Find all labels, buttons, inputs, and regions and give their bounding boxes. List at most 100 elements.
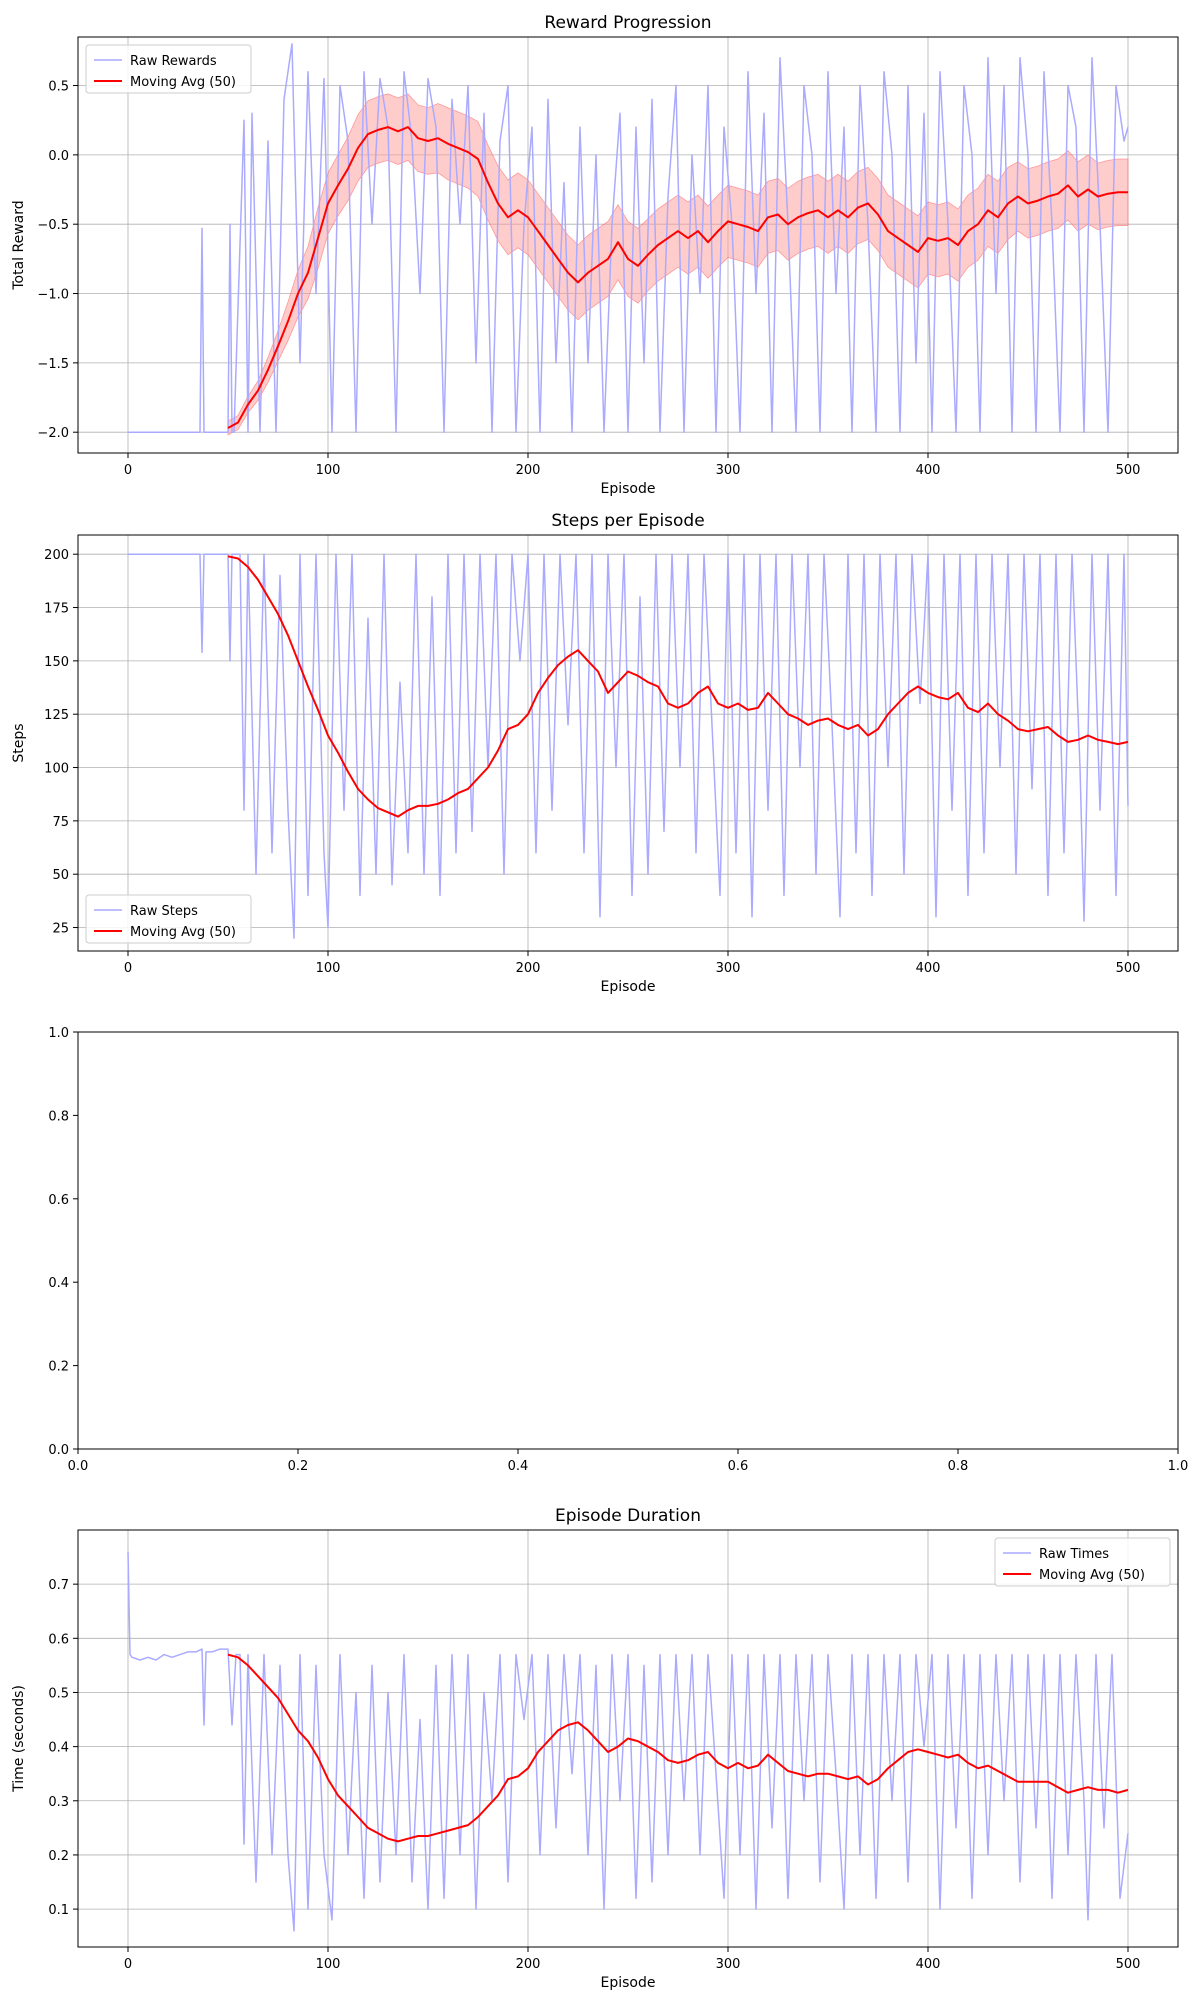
y-tick-label: 0.5: [48, 80, 69, 95]
y-tick-label: 125: [44, 708, 69, 723]
chart-2: 0.0 0.2 0.4 0.6 0.8 1.0 0.0 0.2 0.4 0.6 0.8 1.0: [48, 1026, 1188, 1474]
legend-box: [85, 894, 252, 944]
y-tick-label: 175: [44, 602, 69, 617]
x-ticks: 0 100 200 300 400 500: [124, 453, 1141, 478]
x-tick-label: 0.6: [728, 1459, 749, 1474]
legend-label: Raw Rewards: [130, 54, 217, 69]
x-tick-label: 300: [716, 961, 741, 976]
legend: Raw Times Moving Avg (50): [994, 1537, 1171, 1587]
legend-box: [994, 1537, 1171, 1587]
x-tick-label: 0.8: [948, 1459, 969, 1474]
y-tick-label: 0.5: [48, 1686, 69, 1701]
chart-title: Steps per Episode: [551, 511, 704, 531]
y-tick-label: 0.3: [48, 1795, 69, 1810]
x-tick-label: 200: [516, 961, 541, 976]
y-tick-label: −0.5: [37, 218, 69, 233]
series-line-1: [227, 555, 1129, 818]
chart-title: Episode Duration: [555, 1506, 701, 1526]
chart-1: 0 100 200 300 400 500 25 50 75 100 125 150 175 200 Ste…: [11, 511, 1179, 995]
x-axis-label: Episode: [601, 1975, 656, 1991]
y-tick-label: −1.0: [37, 288, 69, 303]
x-ticks: 0 100 200 300 400 500: [124, 1947, 1141, 1972]
y-tick-label: 0.2: [48, 1360, 69, 1375]
y-tick-label: −1.5: [37, 357, 69, 372]
x-tick-label: 100: [316, 961, 341, 976]
y-tick-label: 0.6: [48, 1632, 69, 1647]
x-tick-label: 100: [316, 463, 341, 478]
x-tick-label: 200: [516, 463, 541, 478]
x-ticks: 0.0 0.2 0.4 0.6 0.8 1.0: [68, 1449, 1189, 1474]
y-tick-label: 0.2: [48, 1849, 69, 1864]
x-tick-label: 400: [916, 1957, 941, 1972]
series-line-1: [227, 126, 1128, 429]
x-tick-label: 400: [916, 463, 941, 478]
x-tick-label: 300: [716, 463, 741, 478]
y-tick-label: 150: [44, 655, 69, 670]
y-tick-label: 0.7: [48, 1578, 69, 1593]
plot-area: [127, 1551, 1129, 1932]
x-axis-label: Episode: [601, 979, 656, 995]
legend-box: [85, 44, 252, 94]
legend: Raw Steps Moving Avg (50): [85, 894, 252, 944]
y-tick-label: 200: [44, 548, 69, 563]
y-ticks: 0.1 0.2 0.3 0.4 0.5 0.6 0.7: [48, 1578, 78, 1918]
axes-frame: [77, 36, 1179, 454]
y-tick-label: −2.0: [37, 426, 69, 441]
x-axis-label: Episode: [601, 481, 656, 497]
x-tick-label: 0: [124, 961, 132, 976]
plot-area: [128, 43, 1129, 436]
y-axis-label: Steps: [11, 723, 27, 762]
charts-root: 0 100 200 300 400 500−2.0−1.5−1.0−0.50.00.5Re…: [11, 13, 1188, 1991]
plot-area: [128, 553, 1129, 939]
x-tick-label: 0.0: [68, 1459, 89, 1474]
y-tick-label: 100: [44, 762, 69, 777]
x-tick-label: 0: [124, 463, 132, 478]
x-tick-label: 1.0: [1168, 1459, 1189, 1474]
axes-frame: [77, 1529, 1179, 1948]
x-tick-label: 100: [316, 1957, 341, 1972]
legend-label: Moving Avg (50): [130, 75, 236, 90]
series-line-1: [227, 1653, 1129, 1843]
y-tick-label: 0.4: [48, 1276, 69, 1291]
y-tick-label: 0.1: [48, 1903, 69, 1918]
std-band: [227, 93, 1129, 436]
x-tick-label: 500: [1116, 1957, 1141, 1972]
x-tick-label: 200: [516, 1957, 541, 1972]
y-tick-label: 75: [52, 815, 69, 830]
x-tick-label: 300: [716, 1957, 741, 1972]
chart-title: Reward Progression: [544, 13, 711, 33]
y-tick-label: 0.8: [48, 1109, 69, 1124]
y-tick-label: 0.0: [48, 149, 69, 164]
y-axis-label: Total Reward: [11, 200, 27, 290]
series-line-0: [128, 553, 1129, 939]
x-tick-label: 500: [1116, 463, 1141, 478]
y-axis-label: Time (seconds): [11, 1685, 27, 1793]
series-line-0: [128, 43, 1129, 433]
x-tick-label: 0.4: [508, 1459, 529, 1474]
axes-frame: [77, 1031, 1179, 1450]
x-tick-label: 500: [1116, 961, 1141, 976]
y-ticks: 25 50 75 100 125 150 175 200: [44, 548, 78, 937]
x-tick-label: 0.2: [288, 1459, 309, 1474]
y-tick-label: 25: [52, 922, 69, 937]
x-ticks: 0 100 200 300 400 500: [124, 951, 1141, 976]
chart-0: 0 100 200 300 400 500 −2.0 −1.5 −1.0 −0.5 0.0 0.5 Re…: [11, 13, 1179, 497]
legend-label: Raw Times: [1039, 1547, 1109, 1562]
y-tick-label: 0.4: [48, 1741, 69, 1756]
legend-label: Moving Avg (50): [130, 925, 236, 940]
legend: Raw Rewards Moving Avg (50): [85, 44, 252, 94]
y-tick-label: 0.6: [48, 1193, 69, 1208]
x-tick-label: 400: [916, 961, 941, 976]
y-ticks: 0.0 0.2 0.4 0.6 0.8 1.0: [48, 1026, 78, 1458]
axes-frame: [77, 534, 1179, 952]
legend-label: Raw Steps: [130, 904, 198, 919]
chart-3: 0 100 200 300 400 500 0.1 0.2 0.3 0.4 0.5 0.6 0.7 Epi…: [11, 1506, 1179, 1991]
legend-label: Moving Avg (50): [1039, 1568, 1145, 1583]
x-tick-label: 0: [124, 1957, 132, 1972]
y-ticks: −2.0 −1.5 −1.0 −0.5 0.0 0.5: [37, 80, 78, 441]
y-tick-label: 0.0: [48, 1443, 69, 1458]
y-tick-label: 1.0: [48, 1026, 69, 1041]
y-tick-label: 50: [52, 868, 69, 883]
